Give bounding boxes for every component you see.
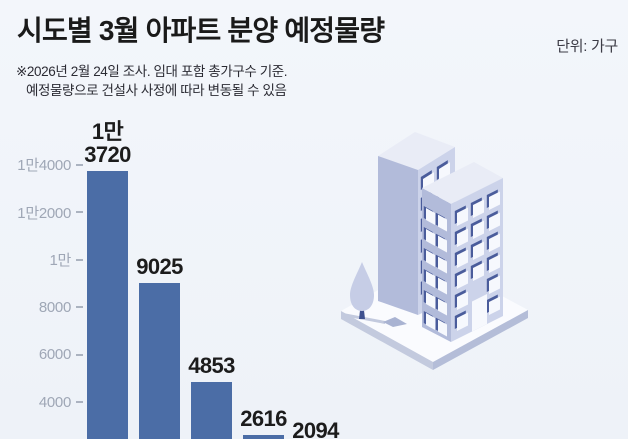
y-axis-tick: 8000 [0,298,83,316]
window-icon [438,277,447,295]
window-icon [457,270,468,289]
building-left-roof [378,132,455,170]
building-right-side-windows [423,206,447,337]
bar [191,381,232,439]
y-axis-tick-mark [76,211,83,213]
y-axis-tick: 6000 [0,346,83,364]
bar [139,282,180,439]
window-icon [489,296,500,315]
window-icon [426,208,435,225]
window-icon [489,275,500,294]
y-axis-tick-mark [76,306,83,308]
window-icon [457,312,468,331]
page-title: 시도별 3월 아파트 분양 예정물량 [17,15,385,46]
y-axis-tick-label: 1만 [49,252,71,269]
window-icon [457,207,468,226]
bar-value-label: 1만 3720 [84,119,131,168]
bar-value-label: 9025 [136,253,183,279]
window-icon [438,214,447,232]
y-axis-tick-mark [76,258,83,261]
building-right-roof [422,162,503,204]
platform-edge-left [341,311,433,370]
y-axis-tick: 1만4000 [0,156,83,174]
y-axis-tick-mark [76,353,83,356]
window-icon [426,313,435,330]
footnote-line-1: ※2026년 2월 24일 조사. 임대 포함 총가구수 기준. [16,64,288,79]
window-icon [457,291,468,310]
window-icon [426,271,435,288]
window-icon [473,241,484,260]
window-icon [438,235,447,253]
window-icon [489,191,500,210]
y-axis-tick-label: 1만2000 [17,204,71,222]
y-axis-tick-label: 1만4000 [17,157,71,174]
window-icon [426,250,435,267]
footnote: ※2026년 2월 24일 조사. 임대 포함 총가구수 기준. 예정물량으로 … [16,62,288,100]
tree-icon [350,262,374,311]
window-icon [489,254,500,273]
window-icon [457,228,468,247]
window-icon [473,220,484,239]
y-axis-tick: 4000 [0,393,83,411]
window-icon [489,212,500,231]
unit-label: 단위: 가구 [556,38,618,55]
platform-edge-right [433,310,528,370]
window-icon [438,256,447,274]
bar [87,171,128,439]
window-icon [473,262,484,281]
bar-value-label: 2094 [292,418,339,439]
window-icon [426,229,435,246]
building-right-front-windows [454,189,500,331]
y-axis-tick-label: 6000 [38,346,71,363]
path-shadow [383,317,407,327]
y-axis-tick-label: 8000 [38,298,71,316]
window-icon [489,233,500,252]
y-axis-tick-mark [76,401,83,403]
window-icon [473,199,484,218]
window-icon [438,298,447,316]
bar [243,434,284,439]
y-axis-tick: 1만 [0,251,83,269]
building-left-wall-left [378,156,418,315]
y-axis-tick-mark [76,163,83,166]
window-icon [457,249,468,268]
apartment-buildings-illustration [341,132,528,370]
bar-value-label: 4853 [188,352,235,378]
bar-value-label: 2616 [240,405,287,431]
y-axis-tick: 1만2000 [0,203,83,222]
y-axis-tick-label: 4000 [38,393,71,411]
footnote-line-2: 예정물량으로 건설사 사정에 따라 변동될 수 있음 [26,83,287,98]
window-icon [439,162,450,182]
window-icon [426,292,435,309]
building-door [472,294,487,332]
window-icon [438,319,447,337]
